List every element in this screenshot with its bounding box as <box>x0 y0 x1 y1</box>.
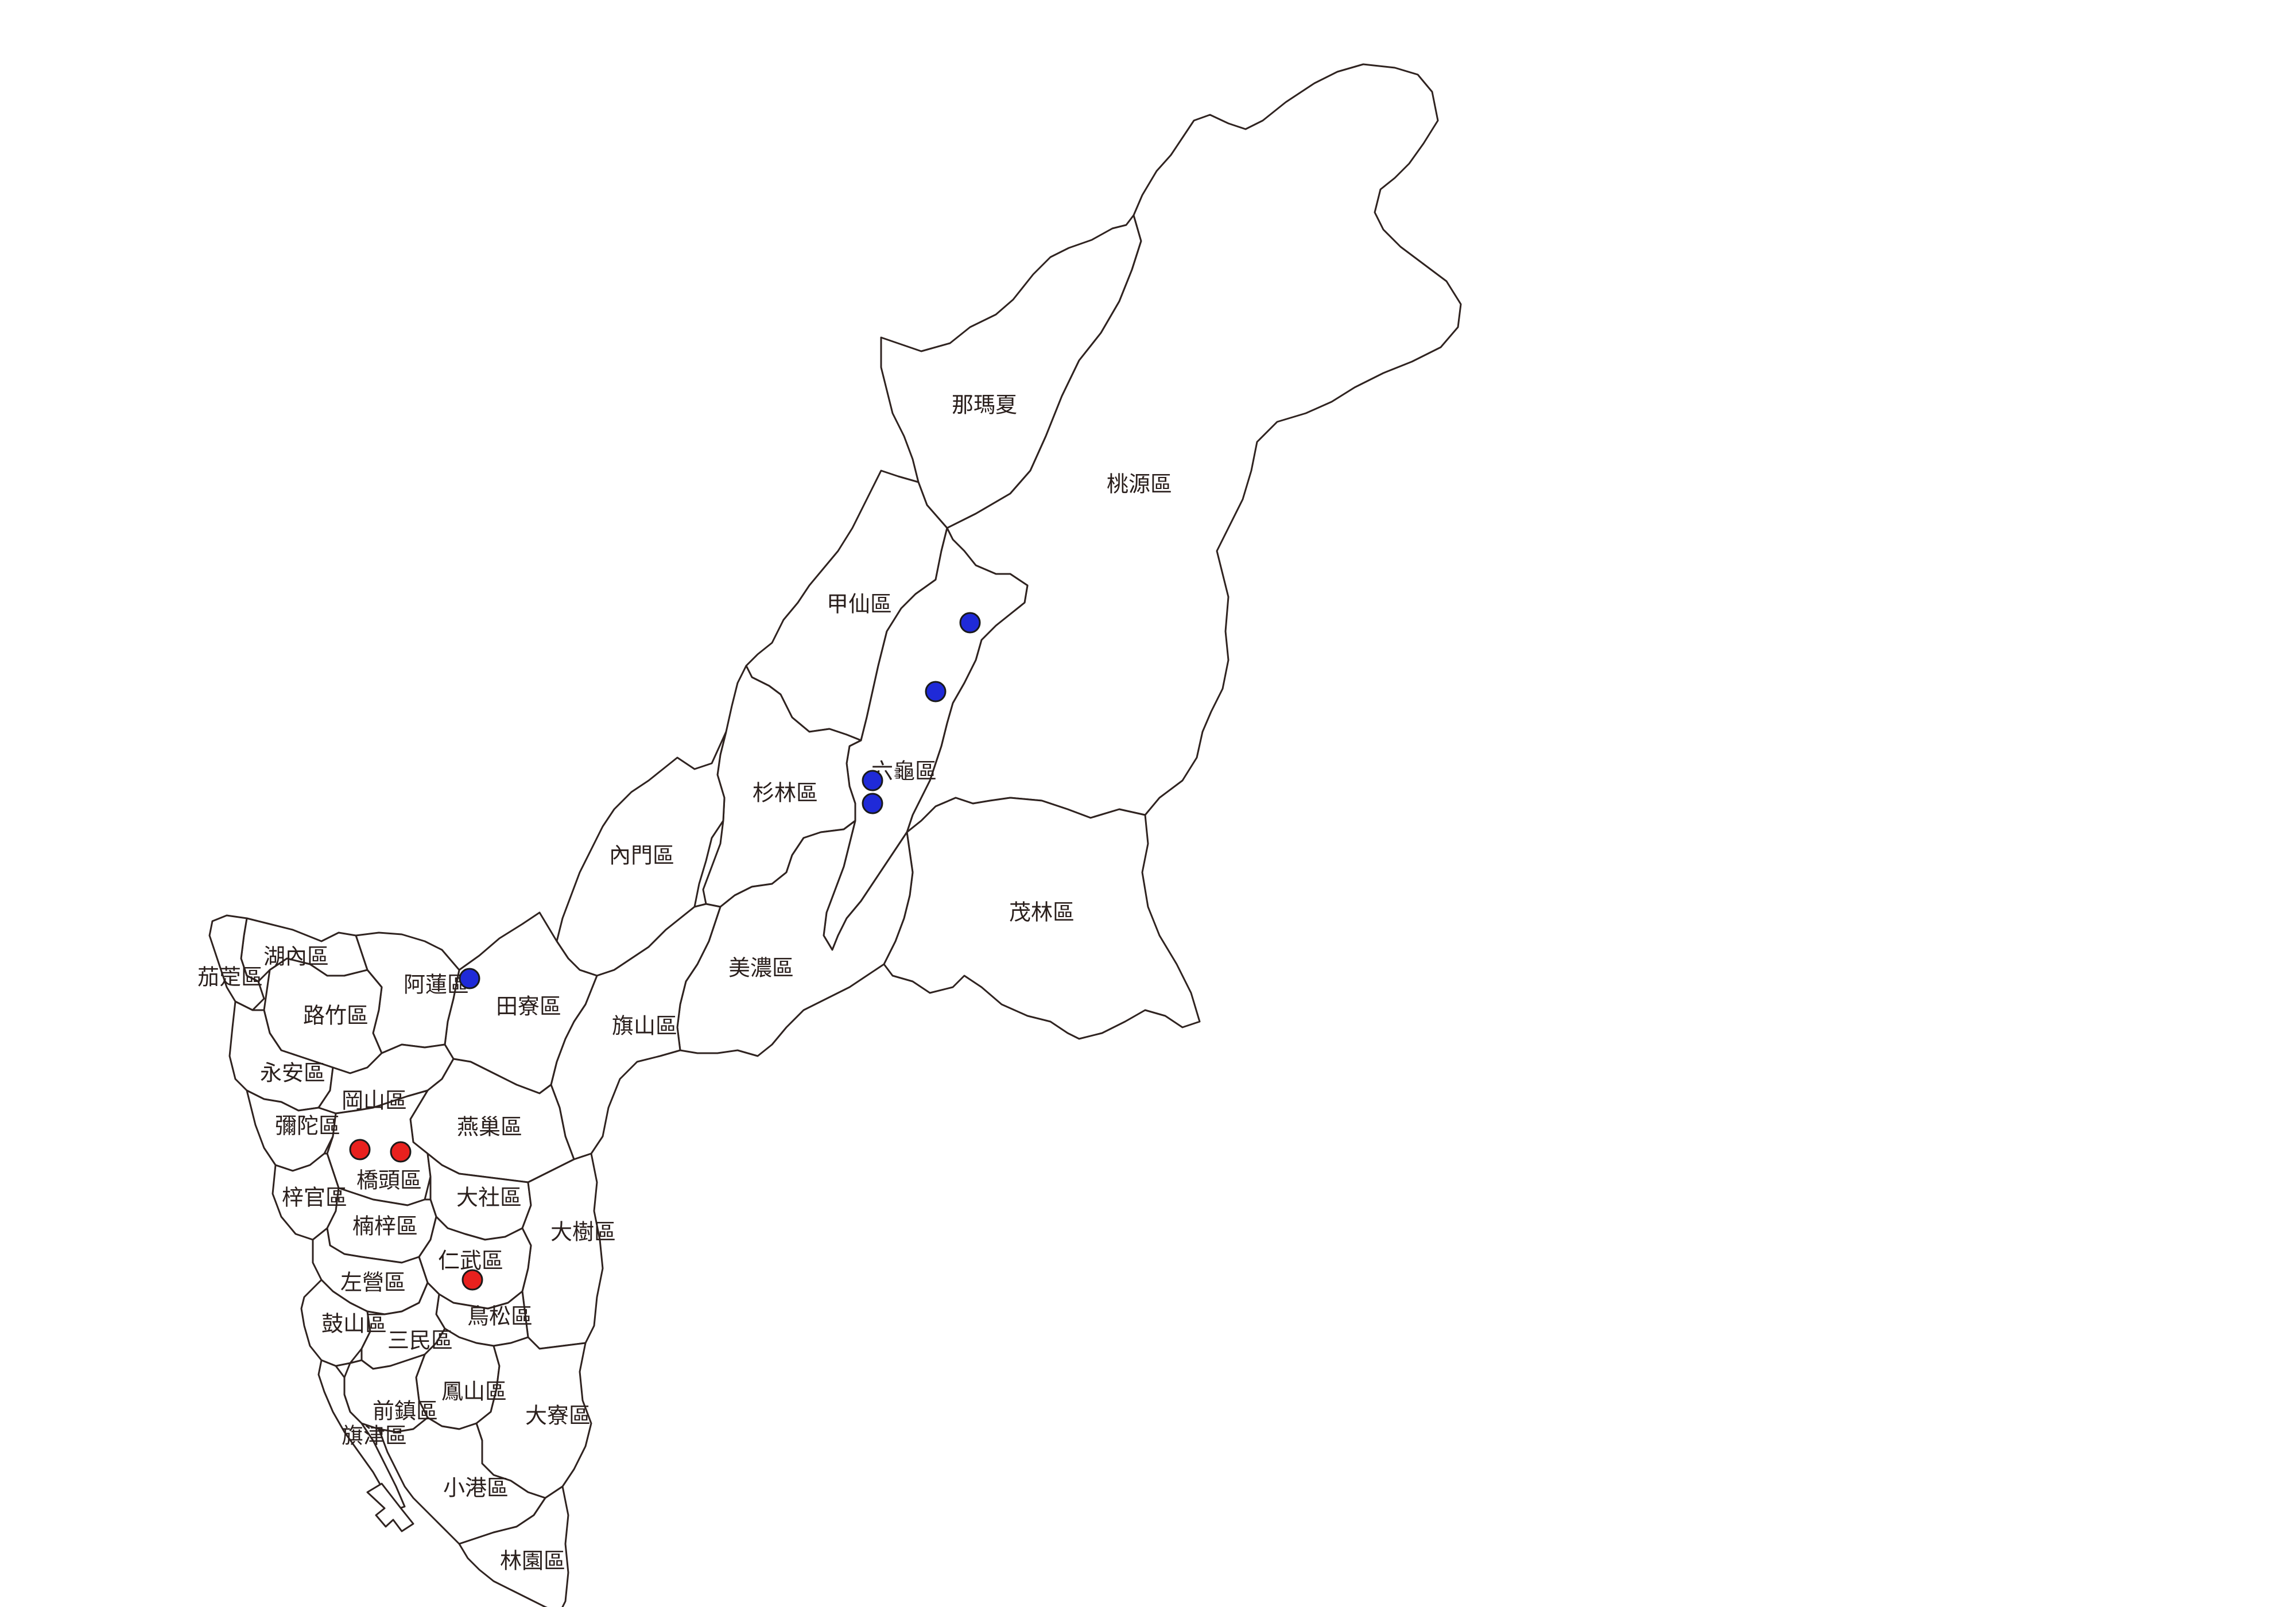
label-jiaxian: 甲仙區 <box>827 592 892 617</box>
label-mituo: 彌陀區 <box>275 1113 340 1139</box>
district-linyuan[interactable] <box>458 1485 569 1607</box>
district-qijin[interactable] <box>317 1359 406 1511</box>
district-dashu[interactable] <box>521 1152 604 1350</box>
label-qishan: 旗山區 <box>612 1014 677 1039</box>
harbor-pier <box>366 1482 414 1532</box>
district-meinong[interactable] <box>676 820 914 1057</box>
label-daliao: 大寮區 <box>525 1403 591 1429</box>
marker-red-3[interactable] <box>461 1269 483 1291</box>
marker-blue-2[interactable] <box>925 681 947 702</box>
district-boundaries <box>208 63 1462 1607</box>
label-qianzhen: 前鎮區 <box>373 1399 438 1424</box>
marker-blue-4[interactable] <box>862 793 883 814</box>
label-ziguan: 梓官區 <box>282 1185 347 1210</box>
marker-blue-1[interactable] <box>959 612 981 634</box>
label-yongan: 永安區 <box>260 1061 325 1086</box>
district-qieding[interactable] <box>208 914 265 1011</box>
marker-blue-3[interactable] <box>862 770 883 791</box>
label-xiaogang: 小港區 <box>443 1476 509 1501</box>
label-alian: 阿蓮區 <box>404 972 469 997</box>
label-dashe: 大社區 <box>456 1185 522 1210</box>
label-dashu: 大樹區 <box>550 1220 616 1245</box>
label-zuoying: 左營區 <box>340 1270 406 1295</box>
label-hunei: 湖內區 <box>263 944 329 969</box>
district-gushan[interactable] <box>300 1279 371 1367</box>
label-yanchao: 燕巢區 <box>457 1115 522 1140</box>
label-gangshan: 岡山區 <box>342 1088 407 1113</box>
label-tianliao: 田寮區 <box>496 994 561 1019</box>
label-gushan: 鼓山區 <box>321 1311 387 1337</box>
label-linyuan: 林園區 <box>500 1548 565 1574</box>
label-niaosong: 鳥松區 <box>467 1304 533 1329</box>
district-labels: 那瑪夏 桃源區 甲仙區 六龜區 杉林區 內門區 茂林區 美濃區 旗山區 田寮區 … <box>197 393 1172 1574</box>
label-renwu: 仁武區 <box>438 1248 503 1274</box>
marker-blue-5[interactable] <box>459 968 480 989</box>
label-sanmin: 三民區 <box>387 1328 453 1353</box>
label-nanzi: 楠梓區 <box>352 1214 418 1239</box>
district-maolin[interactable] <box>883 797 1201 1040</box>
district-mituo[interactable] <box>246 1089 337 1172</box>
marker-red-1[interactable] <box>349 1139 371 1160</box>
label-namasia: 那瑪夏 <box>952 393 1017 418</box>
label-qijin: 旗津區 <box>342 1423 407 1449</box>
label-shanlin: 杉林區 <box>753 781 818 806</box>
label-fengshan: 鳳山區 <box>441 1379 507 1404</box>
marker-red-2[interactable] <box>390 1141 412 1163</box>
label-qieding: 茄萣區 <box>197 965 263 990</box>
label-taoyuan: 桃源區 <box>1107 472 1172 497</box>
label-luzhu: 路竹區 <box>303 1003 369 1028</box>
label-qiaotou: 橋頭區 <box>356 1168 422 1193</box>
label-meinong: 美濃區 <box>728 956 794 981</box>
label-neimen: 內門區 <box>609 843 674 868</box>
point-markers <box>349 612 981 1291</box>
label-maolin: 茂林區 <box>1009 900 1075 925</box>
